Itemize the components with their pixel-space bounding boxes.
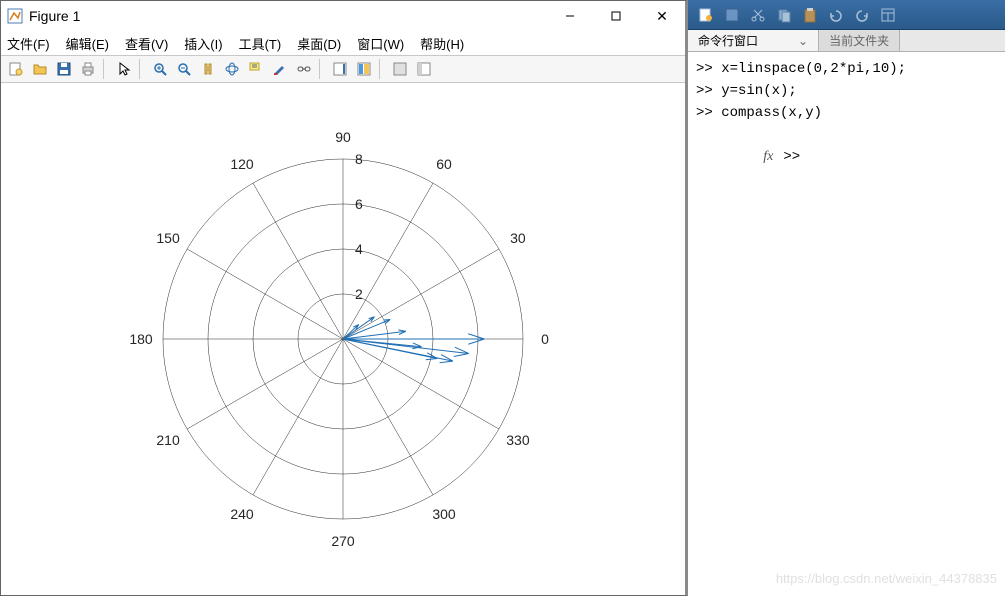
pointer-icon[interactable] [113,58,135,80]
open-icon[interactable] [29,58,51,80]
cmd-line: >> compass(x,y) [696,102,997,124]
colorbar-icon[interactable] [329,58,351,80]
rotate3d-icon[interactable] [221,58,243,80]
menubar: 文件(F) 编辑(E) 查看(V) 插入(I) 工具(T) 桌面(D) 窗口(W… [1,31,685,55]
hide-plot-tools-icon[interactable] [389,58,411,80]
svg-text:60: 60 [436,156,452,172]
copy-icon[interactable] [774,5,794,25]
new-script-icon[interactable] [696,5,716,25]
watermark: https://blog.csdn.net/weixin_44378835 [776,568,997,590]
svg-text:0: 0 [541,331,549,347]
dropdown-icon[interactable]: ⌄ [798,34,808,48]
zoom-in-icon[interactable] [149,58,171,80]
svg-text:6: 6 [355,196,363,212]
svg-text:300: 300 [432,506,456,522]
panel-tabs: 命令行窗口 ⌄ 当前文件夹 [688,30,1005,52]
figure-window: Figure 1 ✕ 文件(F) 编辑(E) 查看(V) 插入(I) 工具(T)… [0,0,688,596]
legend-icon[interactable] [353,58,375,80]
figure-toolbar [1,55,685,83]
datatip-icon[interactable] [245,58,267,80]
svg-text:270: 270 [331,533,355,549]
menu-edit[interactable]: 编辑(E) [66,34,109,53]
tab-current-folder[interactable]: 当前文件夹 [819,30,900,51]
menu-help[interactable]: 帮助(H) [420,34,464,53]
link-icon[interactable] [293,58,315,80]
disk-icon[interactable] [722,5,742,25]
window-title: Figure 1 [29,8,80,24]
tab-command-window-label: 命令行窗口 [698,32,758,49]
svg-text:8: 8 [355,151,363,167]
svg-text:180: 180 [129,331,153,347]
close-button[interactable]: ✕ [639,1,685,31]
cmd-line: >> y=sin(x); [696,80,997,102]
menu-tools[interactable]: 工具(T) [239,34,282,53]
menu-desktop[interactable]: 桌面(D) [297,34,341,53]
svg-text:150: 150 [156,230,180,246]
svg-text:90: 90 [335,129,351,145]
cmd-line: >> x=linspace(0,2*pi,10); [696,58,997,80]
command-window[interactable]: >> x=linspace(0,2*pi,10); >> y=sin(x); >… [688,52,1005,596]
print-icon[interactable] [77,58,99,80]
cmd-prompt: fx>> [696,124,997,190]
menu-file[interactable]: 文件(F) [7,34,50,53]
redo-icon[interactable] [852,5,872,25]
minimize-button[interactable] [547,1,593,31]
svg-text:210: 210 [156,432,180,448]
menu-window[interactable]: 窗口(W) [357,34,404,53]
maximize-button[interactable] [593,1,639,31]
right-pane: 命令行窗口 ⌄ 当前文件夹 >> x=linspace(0,2*pi,10); … [688,0,1005,596]
menu-view[interactable]: 查看(V) [125,34,168,53]
brush-icon[interactable] [269,58,291,80]
titlebar: Figure 1 ✕ [1,1,685,31]
zoom-out-icon[interactable] [173,58,195,80]
svg-text:330: 330 [506,432,530,448]
tab-command-window[interactable]: 命令行窗口 ⌄ [688,30,819,51]
show-plot-tools-icon[interactable] [413,58,435,80]
paste-icon[interactable] [800,5,820,25]
svg-text:4: 4 [355,241,363,257]
svg-text:2: 2 [355,286,363,302]
cut-icon[interactable] [748,5,768,25]
svg-text:120: 120 [230,156,254,172]
right-toolbar [688,0,1005,30]
svg-text:240: 240 [230,506,254,522]
undo-icon[interactable] [826,5,846,25]
save-icon[interactable] [53,58,75,80]
tab-current-folder-label: 当前文件夹 [829,32,889,49]
plot-area: 0 30 60 90 120 150 180 210 240 270 300 330 2 4 6 8 [1,83,685,595]
figure-icon [7,8,23,24]
menu-insert[interactable]: 插入(I) [184,34,222,53]
new-figure-icon[interactable] [5,58,27,80]
pan-icon[interactable] [197,58,219,80]
svg-text:30: 30 [510,230,526,246]
compass-plot: 0 30 60 90 120 150 180 210 240 270 300 330 2 4 6 8 [123,119,563,559]
layout-icon[interactable] [878,5,898,25]
fx-icon[interactable]: fx [763,149,773,164]
